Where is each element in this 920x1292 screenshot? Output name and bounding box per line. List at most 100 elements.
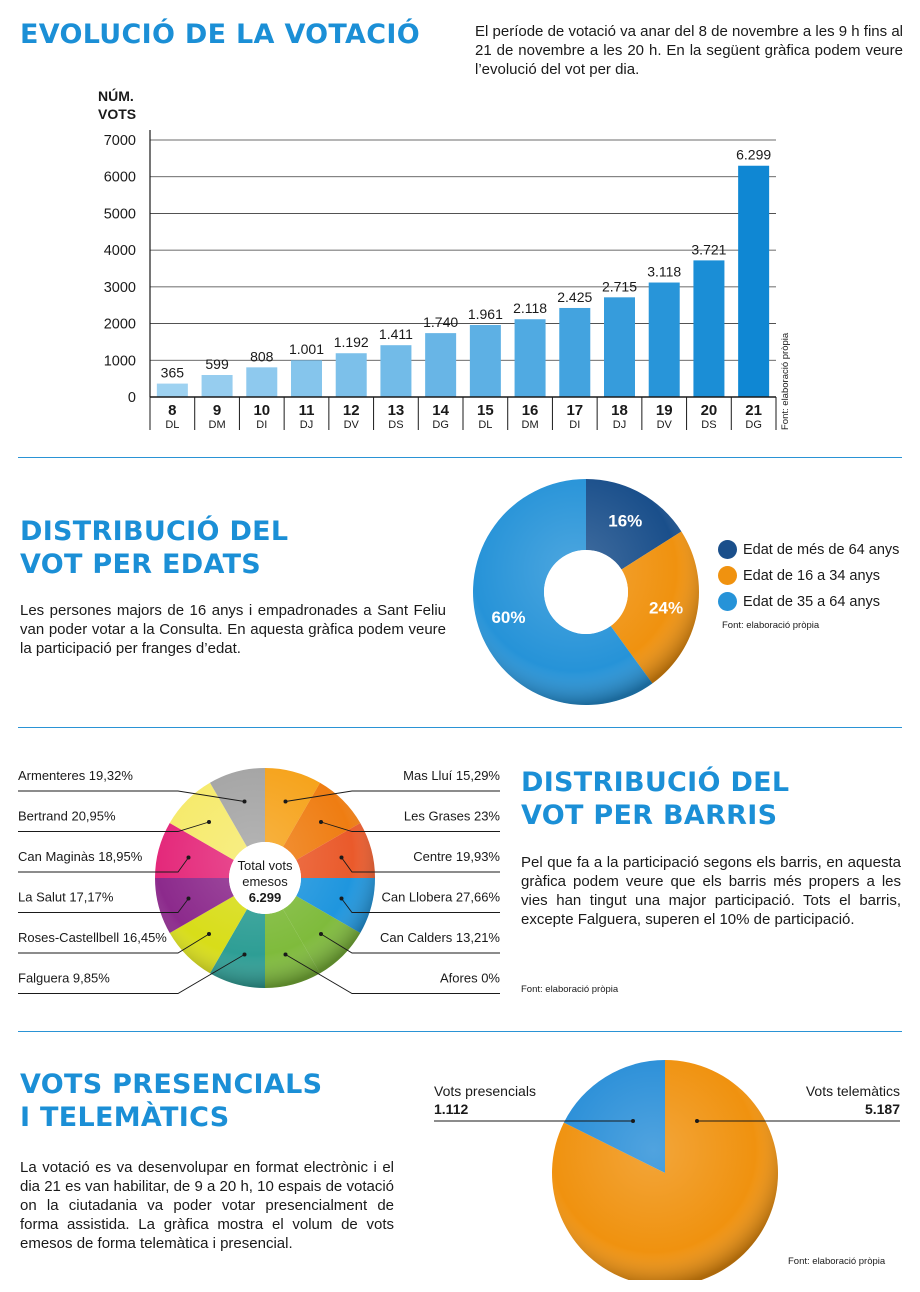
- barri-label: La Salut 17,17%: [18, 890, 114, 905]
- leader-line: [18, 933, 210, 954]
- y-axis-label-line2: VOTS: [98, 106, 136, 122]
- bar: [559, 307, 591, 397]
- section1-source: Font: elaboració pròpia: [780, 332, 791, 430]
- x-tick-label: 12: [343, 402, 360, 419]
- leader-line: [285, 954, 500, 994]
- section3-title: DISTRIBUCIÓ DEL VOT PER BARRIS: [521, 766, 789, 832]
- barri-label: Mas Lluí 15,29%: [403, 768, 500, 783]
- y-tick-label: 0: [128, 390, 136, 406]
- barri-label: Afores 0%: [440, 971, 500, 986]
- x-weekday-label: DI: [256, 419, 267, 431]
- y-tick-label: 1000: [104, 353, 136, 369]
- center-line1: Total vots: [237, 858, 293, 873]
- leader-line: [18, 821, 210, 832]
- x-weekday-label: DM: [522, 419, 539, 431]
- bar-value-label: 365: [161, 365, 185, 381]
- x-weekday-label: DV: [657, 419, 673, 431]
- votes-per-day-bar-chart: NÚM. VOTS 0 1000 2000 3000 4000 5000 6000 7000 365…: [98, 87, 777, 431]
- vote-mode-pie: Vots presencials 1.112 Vots telemàtics 5.18…: [434, 1060, 900, 1280]
- section2-source: Font: elaboració pròpia: [722, 620, 820, 631]
- x-tick-label: 9: [213, 402, 221, 419]
- y-tick-label: 3000: [104, 280, 136, 296]
- x-weekday-label: DG: [432, 419, 449, 431]
- x-tick-label: 19: [656, 402, 673, 419]
- x-weekday-label: DI: [569, 419, 580, 431]
- x-tick-label: 14: [432, 402, 449, 419]
- bar: [380, 345, 412, 397]
- x-weekday-label: DJ: [613, 419, 626, 431]
- section3-title-line1: DISTRIBUCIÓ DEL: [521, 767, 790, 798]
- section3-title-line2: VOT PER BARRIS: [521, 800, 778, 831]
- bar-value-label: 2.715: [602, 278, 637, 294]
- barri-label: Les Grases 23%: [404, 809, 501, 824]
- divider-3: [18, 1031, 902, 1032]
- leader-line: [341, 857, 500, 873]
- bar-value-label: 2.425: [557, 289, 592, 305]
- section2-title: DISTRIBUCIÓ DEL VOT PER EDATS: [20, 515, 288, 581]
- y-axis-label-line1: NÚM.: [98, 87, 134, 104]
- bar: [648, 282, 680, 397]
- legend-label: Edat de 16 a 34 anys: [743, 567, 881, 584]
- bar: [693, 260, 725, 397]
- leader-dot: [206, 819, 211, 824]
- x-weekday-label: DG: [745, 419, 762, 431]
- pie-center-label: Total vots emesos 6.299: [230, 858, 300, 906]
- leader-line: [18, 898, 189, 913]
- barri-label: Falguera 9,85%: [18, 971, 110, 986]
- leader-dot: [319, 819, 324, 824]
- bar-value-label: 1.001: [289, 341, 324, 357]
- y-tick-label: 7000: [104, 133, 136, 149]
- bar-value-label: 6.299: [736, 147, 771, 163]
- x-weekday-label: DJ: [300, 419, 313, 431]
- barri-label: Can Maginàs 18,95%: [18, 849, 143, 864]
- bar: [738, 165, 770, 397]
- divider-2: [18, 727, 902, 728]
- y-tick-label: 2000: [104, 317, 136, 333]
- section2-title-line2: VOT PER EDATS: [20, 549, 262, 580]
- section4-source: Font: elaboració pròpia: [788, 1256, 886, 1267]
- barri-label: Roses-Castellbell 16,45%: [18, 930, 167, 945]
- telematic-leader-dot: [695, 1119, 699, 1123]
- bar-value-label: 1.192: [334, 334, 369, 350]
- bar: [604, 297, 635, 397]
- leader-line: [320, 821, 500, 832]
- telematic-label: Vots telemàtics: [806, 1083, 900, 1099]
- x-tick-label: 21: [745, 402, 762, 419]
- legend-swatch: [718, 592, 737, 611]
- divider-1: [18, 457, 902, 458]
- leader-line: [285, 790, 500, 802]
- y-tick-label: 5000: [104, 206, 136, 222]
- x-tick-label: 16: [522, 402, 539, 419]
- age-legend-item: Edat de 35 a 64 anys: [718, 592, 880, 611]
- y-tick-label: 6000: [104, 170, 136, 186]
- x-tick-label: 13: [388, 402, 405, 419]
- legend-swatch: [718, 540, 737, 559]
- x-weekday-label: DS: [388, 419, 403, 431]
- bar-value-label: 3.118: [647, 264, 681, 280]
- section2-text: Les persones majors de 16 anys i empadro…: [20, 602, 446, 657]
- x-tick-label: 11: [299, 402, 315, 419]
- bar-value-label: 3.721: [691, 241, 726, 257]
- section1-intro: El període de votació va anar del 8 de n…: [475, 23, 903, 78]
- bar: [291, 360, 322, 397]
- x-tick-label: 18: [611, 402, 628, 419]
- leader-line: [320, 933, 500, 954]
- leader-line: [18, 954, 245, 994]
- presencial-label: Vots presencials: [434, 1083, 536, 1099]
- x-weekday-label: DS: [701, 419, 716, 431]
- section2-title-line1: DISTRIBUCIÓ DEL: [20, 516, 289, 547]
- barri-label: Centre 19,93%: [413, 849, 500, 864]
- bar-value-label: 2.118: [513, 300, 547, 316]
- age-distribution-pie: 16%24%60%: [473, 479, 699, 705]
- presencial-leader-dot: [631, 1119, 635, 1123]
- barri-label: Can Calders 13,21%: [380, 930, 500, 945]
- pie-shading: [552, 1060, 778, 1280]
- bar: [201, 375, 233, 397]
- presencial-value: 1.112: [434, 1101, 468, 1117]
- donut-hole: [544, 550, 628, 634]
- legend-label: Edat de 35 a 64 anys: [743, 593, 881, 610]
- section4-title-line2: I TELEMÀTICS: [20, 1102, 230, 1133]
- center-total: 6.299: [248, 890, 282, 905]
- age-legend-item: Edat de més de 64 anys: [718, 540, 899, 559]
- x-weekday-label: DM: [209, 419, 226, 431]
